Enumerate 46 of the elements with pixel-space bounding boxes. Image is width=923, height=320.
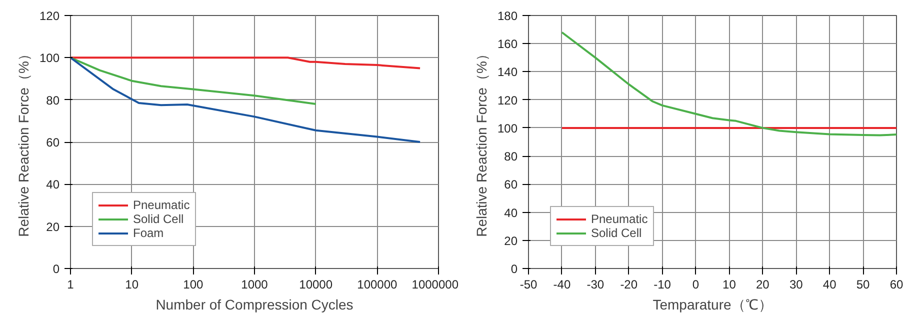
y-axis-title: Relative Reaction Force（%） <box>473 47 490 237</box>
x-tick-label: 30 <box>789 278 804 292</box>
x-tick-label: 100000 <box>357 278 398 292</box>
y-tick-label: 20 <box>504 234 518 248</box>
y-tick-label: 100 <box>39 51 60 66</box>
y-tick-label: 40 <box>504 206 518 220</box>
line-series <box>560 31 896 136</box>
x-tick-label: 10 <box>125 278 139 292</box>
x-tick-label: -10 <box>654 278 672 292</box>
x-tick-label: 100 <box>183 278 204 292</box>
x-tick-label: -30 <box>586 278 604 292</box>
x-axis-title: Number of Compression Cycles <box>156 296 354 312</box>
y-tick-label: 120 <box>497 93 518 108</box>
x-axis-title: Temparature（℃） <box>652 296 772 312</box>
x-tick-label: 20 <box>756 278 770 292</box>
x-tick-label: 10000 <box>299 278 333 292</box>
x-tick-label: 60 <box>890 278 904 292</box>
x-tick-label: 1000000 <box>412 278 459 292</box>
legend-label: Solid Cell <box>133 212 184 226</box>
y-tick-label: 160 <box>497 37 518 52</box>
y-tick-label: 180 <box>497 9 518 23</box>
y-tick-label: 60 <box>46 136 60 150</box>
x-tick-label: -40 <box>553 278 571 292</box>
y-tick-label: 20 <box>46 220 60 234</box>
y-tick-label: 40 <box>46 178 60 192</box>
x-tick-label: 10 <box>722 278 736 292</box>
x-tick-label: -20 <box>620 278 638 292</box>
x-tick-label: 1000 <box>241 278 268 292</box>
legend-label: Pneumatic <box>591 212 648 226</box>
x-tick-label: 0 <box>692 278 700 292</box>
y-tick-label: 0 <box>52 262 60 276</box>
y-tick-label: 80 <box>504 150 518 164</box>
legend-label: Solid Cell <box>591 226 642 240</box>
x-tick-label: 1 <box>67 278 74 292</box>
y-axis-title: Relative Reaction Force（%） <box>15 47 32 237</box>
x-tick-label: 40 <box>822 278 837 292</box>
x-tick-label: -50 <box>520 278 538 292</box>
legend-label: Pneumatic <box>133 198 190 212</box>
legend-label: Foam <box>133 226 164 240</box>
y-tick-label: 60 <box>504 178 518 192</box>
x-tick-label: 50 <box>856 278 870 292</box>
y-tick-label: 0 <box>510 262 518 276</box>
y-tick-label: 120 <box>39 9 60 23</box>
y-tick-label: 80 <box>46 93 60 108</box>
y-tick-label: 140 <box>497 65 518 80</box>
y-tick-label: 100 <box>497 121 518 136</box>
